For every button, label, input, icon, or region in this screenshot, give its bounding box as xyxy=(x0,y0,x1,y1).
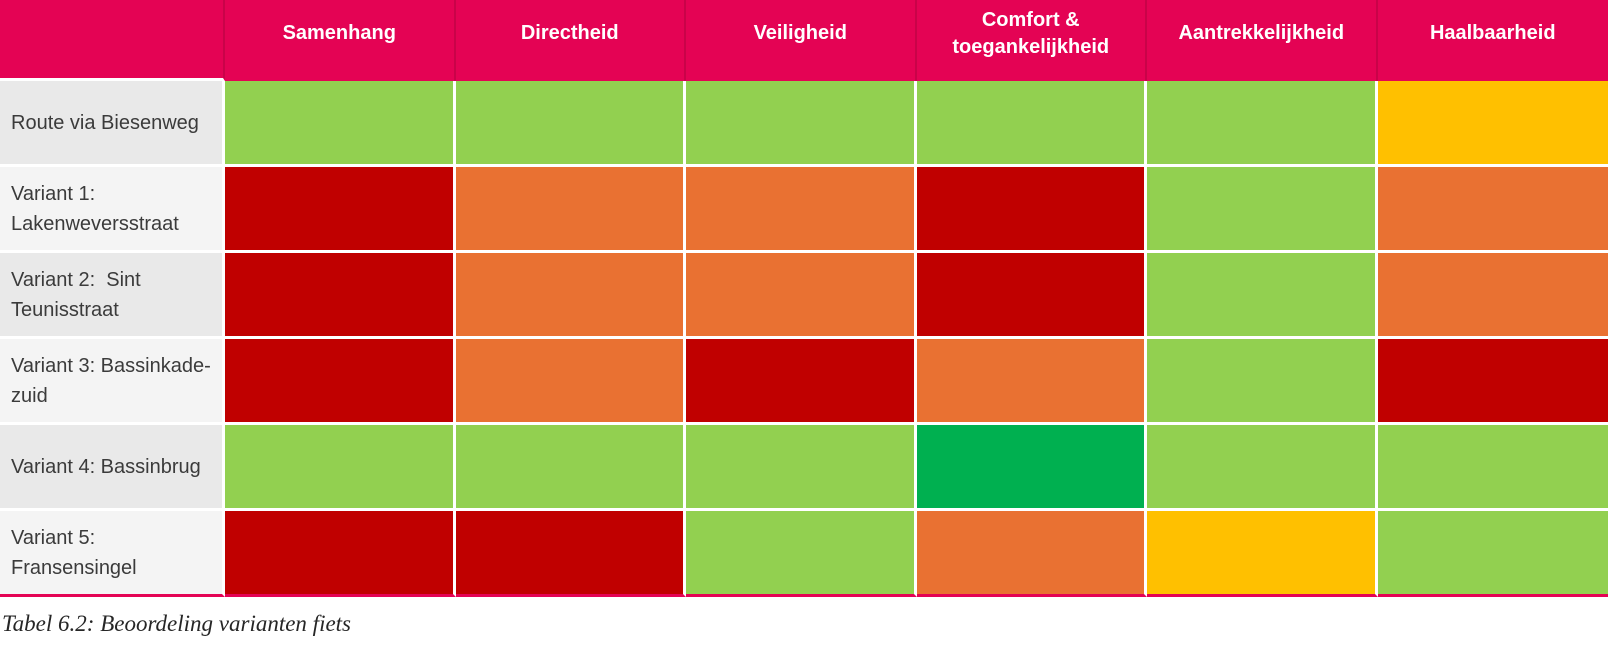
rating-cell-yellow xyxy=(1147,511,1378,597)
row-label: Variant 1: Lakenweversstraat xyxy=(0,167,225,253)
rating-cell-orange xyxy=(1377,253,1608,339)
column-header-samenhang: Samenhang xyxy=(225,0,456,81)
row-label: Variant 3: Bassinkade-zuid xyxy=(0,339,225,425)
rating-cell-red xyxy=(455,511,686,597)
rating-cell-green xyxy=(916,81,1147,167)
rating-cell-orange xyxy=(916,511,1147,597)
rating-cell-red xyxy=(916,167,1147,253)
row-label: Variant 5: Fransensingel xyxy=(0,511,225,597)
column-header-haalbaarheid: Haalbaarheid xyxy=(1377,0,1608,81)
rating-cell-red xyxy=(225,167,456,253)
rating-cell-red xyxy=(1377,339,1608,425)
table-caption: Tabel 6.2: Beoordeling varianten fiets xyxy=(2,611,352,636)
rating-cell-red xyxy=(225,253,456,339)
rating-cell-red xyxy=(225,511,456,597)
rating-cell-orange xyxy=(455,339,686,425)
rating-cell-orange xyxy=(686,253,917,339)
rating-cell-green xyxy=(686,425,917,511)
rating-cell-red xyxy=(916,253,1147,339)
rating-cell-green xyxy=(1377,511,1608,597)
rating-cell-orange xyxy=(686,167,917,253)
rating-cell-yellow xyxy=(1377,81,1608,167)
rating-cell-orange xyxy=(455,253,686,339)
row-label: Variant 4: Bassinbrug xyxy=(0,425,225,511)
rating-cell-green xyxy=(686,81,917,167)
rating-cell-red xyxy=(225,339,456,425)
rating-cell-green xyxy=(1147,253,1378,339)
column-header-aantrekkelijkheid: Aantrekkelijkheid xyxy=(1147,0,1378,81)
column-header-directheid: Directheid xyxy=(455,0,686,81)
column-header-comfort-toegankelijkheid: Comfort & toegankelijkheid xyxy=(916,0,1147,81)
rating-cell-dark-green xyxy=(916,425,1147,511)
rating-cell-orange xyxy=(1377,167,1608,253)
rating-cell-green xyxy=(225,425,456,511)
rating-cell-green xyxy=(1147,425,1378,511)
rating-cell-green xyxy=(686,511,917,597)
row-label: Route via Biesenweg xyxy=(0,81,225,167)
header-corner-cell xyxy=(0,0,225,81)
rating-cell-green xyxy=(1147,167,1378,253)
rating-cell-green xyxy=(1147,339,1378,425)
rating-cell-green xyxy=(1147,81,1378,167)
rating-cell-green xyxy=(225,81,456,167)
rating-cell-red xyxy=(686,339,917,425)
row-label: Variant 2: Sint Teunisstraat xyxy=(0,253,225,339)
assessment-table: Samenhang Directheid Veiligheid Comfort … xyxy=(0,0,1608,597)
rating-cell-green xyxy=(1377,425,1608,511)
column-header-veiligheid: Veiligheid xyxy=(686,0,917,81)
rating-cell-green xyxy=(455,81,686,167)
rating-cell-orange xyxy=(916,339,1147,425)
rating-cell-orange xyxy=(455,167,686,253)
rating-cell-green xyxy=(455,425,686,511)
